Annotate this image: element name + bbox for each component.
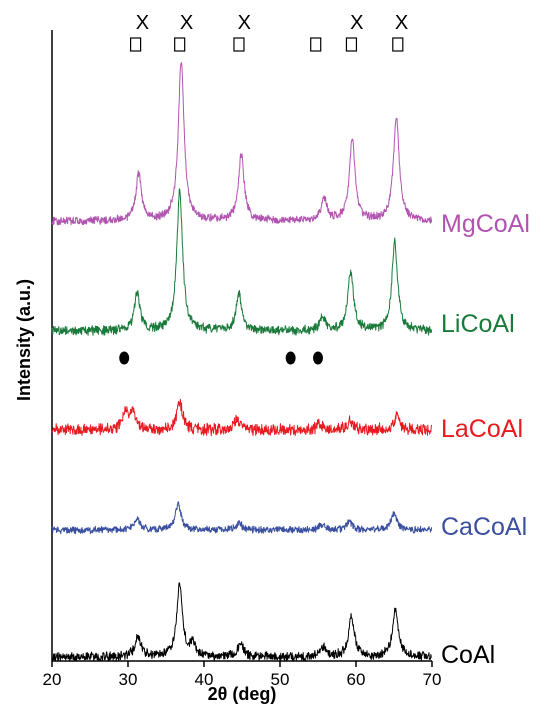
x-axis-title: 2θ (deg) xyxy=(208,684,277,704)
x-tick-labels: 20 30 40 50 60 70 xyxy=(43,670,442,689)
series-label-coal: CoAl xyxy=(441,641,495,669)
series-line-coal xyxy=(51,582,432,663)
square-marker xyxy=(130,37,142,52)
square-marker xyxy=(392,37,404,52)
series-line-mgcoal xyxy=(51,62,433,226)
series-label-mgcoal: MgCoAl xyxy=(441,210,530,238)
series-line-cacoal xyxy=(51,501,433,535)
series-label-cacoal: CaCoAl xyxy=(441,513,527,541)
series-label-lacoal: LaCoAl xyxy=(441,415,523,443)
x-tick-label: 30 xyxy=(119,670,138,689)
y-axis-title: Intensity (a.u.) xyxy=(14,279,34,401)
series-lines xyxy=(51,62,433,663)
x-tick-label: 60 xyxy=(347,670,366,689)
x-tick-label: 50 xyxy=(271,670,290,689)
series-labels: CoAl CaCoAl LaCoAl LiCoAl MgCoAl xyxy=(441,210,530,669)
square-marker xyxy=(174,37,186,52)
circle-marker xyxy=(119,351,130,365)
circle-marker xyxy=(285,351,296,365)
x-tick-label: 20 xyxy=(43,670,62,689)
x-marker: X xyxy=(136,12,149,34)
x-marker: X xyxy=(180,12,193,34)
x-marker: X xyxy=(395,12,408,34)
series-label-licoal: LiCoAl xyxy=(441,310,515,338)
x-marker: X xyxy=(350,12,363,34)
x-ticks xyxy=(51,661,433,667)
square-marker xyxy=(233,37,245,52)
x-tick-label: 70 xyxy=(423,670,442,689)
x-tick-label: 40 xyxy=(195,670,214,689)
series-line-lacoal xyxy=(51,398,433,437)
x-marker: X xyxy=(238,12,251,34)
square-marker xyxy=(310,37,322,52)
circle-marker xyxy=(313,351,323,365)
square-marker xyxy=(345,37,358,52)
series-line-licoal xyxy=(51,188,433,336)
